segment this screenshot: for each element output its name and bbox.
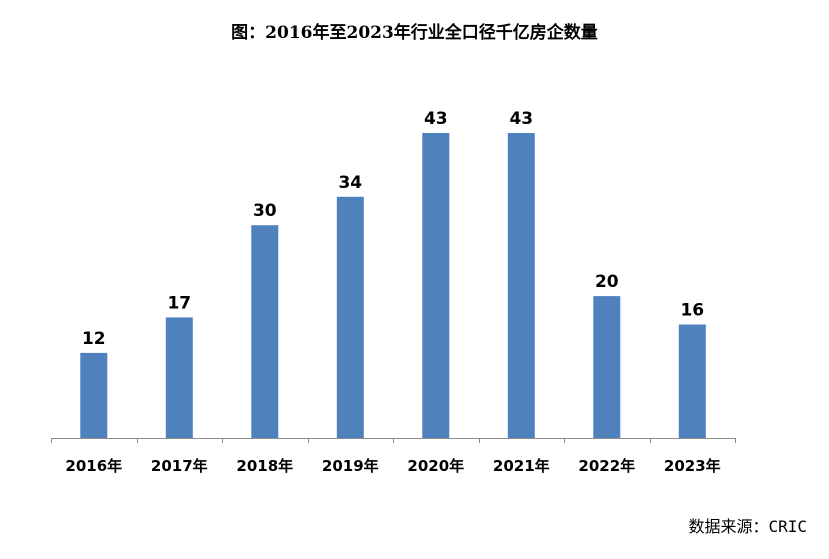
x-tick-label: 2020年: [407, 457, 464, 475]
data-label: 17: [167, 293, 191, 313]
bar: [593, 296, 621, 438]
x-tick-label: 2023年: [664, 457, 721, 475]
x-axis: [51, 438, 736, 443]
bar: [251, 225, 279, 438]
x-tick-label: 2016年: [65, 457, 122, 475]
x-tick-label: 2017年: [151, 457, 208, 475]
bar: [80, 352, 108, 438]
x-tick-label: 2019年: [322, 457, 379, 475]
bar: [336, 196, 364, 438]
source-note: 数据来源：CRIC: [688, 517, 807, 536]
data-label: 43: [424, 109, 448, 129]
data-label: 16: [680, 301, 704, 321]
bar: [507, 133, 535, 438]
data-label: 12: [82, 329, 106, 349]
bar: [165, 317, 193, 438]
bars-layer: [80, 133, 706, 438]
data-label: 34: [338, 173, 362, 193]
x-tick-label: 2022年: [578, 457, 635, 475]
data-label: 30: [253, 201, 277, 221]
x-tick-label: 2018年: [236, 457, 293, 475]
chart-title: 图：2016年至2023年行业全口径千亿房企数量: [231, 23, 598, 43]
data-label: 20: [595, 272, 619, 292]
bar: [678, 324, 706, 438]
data-label: 43: [509, 109, 533, 129]
labels-layer: 122016年172017年302018年342019年432020年43202…: [65, 109, 720, 475]
x-tick-label: 2021年: [493, 457, 550, 475]
bar: [422, 133, 450, 438]
